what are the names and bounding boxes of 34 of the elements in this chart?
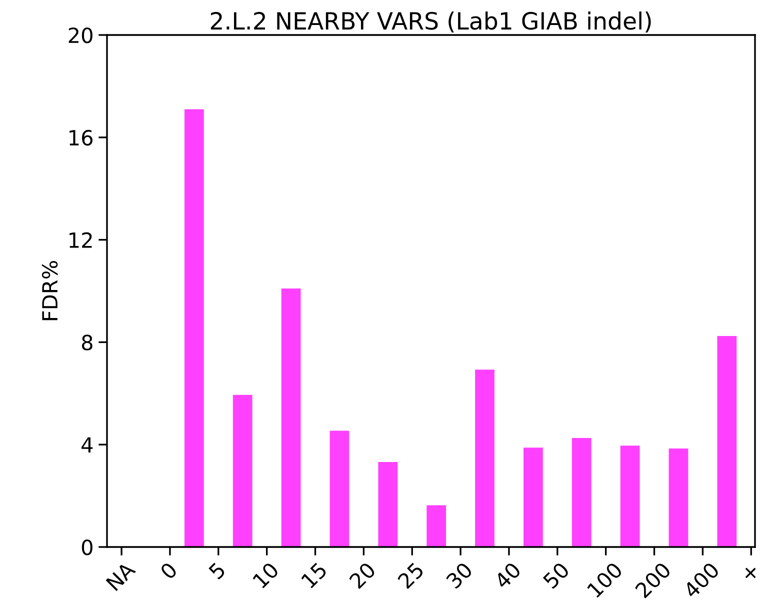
x-tick-label: 200: [634, 561, 672, 599]
bar: [717, 336, 737, 547]
y-tick-label: 12: [70, 232, 92, 248]
y-tick-label: 16: [70, 130, 92, 146]
y-axis-title: FDR%: [42, 261, 58, 320]
bar: [524, 448, 543, 547]
bar: [281, 288, 301, 547]
bar: [184, 109, 204, 547]
y-tick-label: 4: [82, 437, 93, 453]
y-tick-label: 8: [82, 334, 92, 350]
x-tick-label: 30: [445, 561, 474, 590]
x-tick-label: 50: [542, 561, 570, 590]
x-tick-label: 20: [348, 561, 376, 590]
bar: [378, 462, 398, 547]
bar: [475, 370, 494, 547]
bar: [668, 448, 688, 547]
x-tick-label: 15: [300, 562, 328, 589]
x-tick-label: 25: [396, 562, 424, 590]
y-tick-label: 0: [82, 539, 92, 556]
y-tick-label: 20: [68, 27, 92, 44]
bar: [620, 446, 640, 547]
x-tick-label: 100: [586, 561, 624, 598]
x-tick-label: +: [741, 564, 760, 582]
x-tick-label: NA: [106, 560, 136, 592]
x-tick-label: 5: [208, 562, 226, 580]
bar: [426, 505, 446, 547]
bar: [572, 438, 592, 547]
x-tick-label: 400: [682, 561, 720, 599]
x-tick-label: 10: [252, 561, 280, 589]
bar: [330, 430, 350, 547]
chart-title: 2.L.2 NEARBY VARS (Lab1 GIAB indel): [210, 12, 651, 33]
x-tick-label: 40: [493, 561, 522, 590]
x-tick-label: 0: [159, 561, 178, 580]
bar: [232, 394, 252, 547]
